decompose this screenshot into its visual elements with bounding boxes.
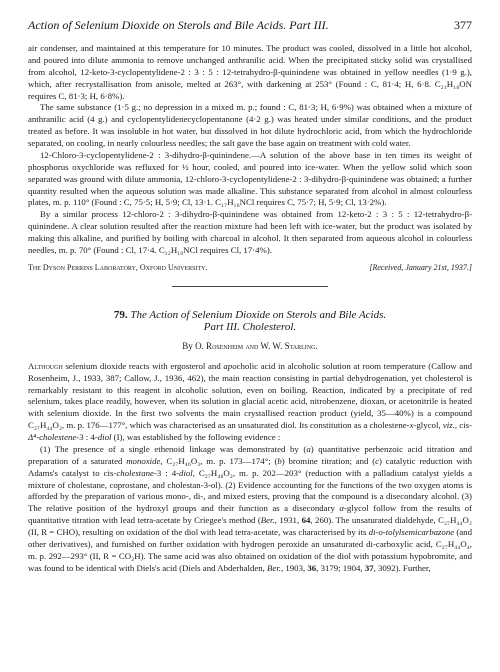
received-date: [Received, January 21st, 1937.] [369, 263, 472, 272]
article-title-line1: The Action of Selenium Dioxide on Sterol… [130, 309, 386, 321]
article-title: 79. The Action of Selenium Dioxide on St… [28, 309, 472, 333]
paragraph-2: The same substance (1·5 g.; no depressio… [28, 102, 472, 150]
paragraph-4: By a similar process 12-chloro-2 : 3-dih… [28, 209, 472, 257]
running-title: Action of Selenium Dioxide on Sterols an… [28, 18, 329, 32]
author-line: By O. Rosenheim and W. W. Starling. [28, 341, 472, 351]
byline-prefix: By [182, 341, 193, 351]
body-paragraph-1: Although selenium dioxide reacts with er… [28, 361, 472, 444]
page-number: 377 [454, 18, 472, 33]
lab-footer: The Dyson Perrins Laboratory, Oxford Uni… [28, 263, 472, 272]
article-title-line2: Part III. Cholesterol. [204, 321, 296, 333]
lead-word: Although [28, 361, 63, 371]
lab-name: The Dyson Perrins Laboratory, Oxford Uni… [28, 263, 207, 272]
body-1-rest: selenium dioxide reacts with ergosterol … [28, 361, 472, 442]
author-names: O. Rosenheim and W. W. Starling. [195, 341, 318, 351]
body-paragraph-2: (1) The presence of a single ethenoid li… [28, 444, 472, 575]
article-number: 79. [114, 309, 128, 321]
paragraph-3: 12-Chloro-3-cyclopentylidene-2 : 3-dihyd… [28, 150, 472, 209]
section-divider [172, 286, 327, 287]
running-header: Action of Selenium Dioxide on Sterols an… [28, 18, 472, 33]
paragraph-1: air condenser, and maintained at this te… [28, 43, 472, 102]
